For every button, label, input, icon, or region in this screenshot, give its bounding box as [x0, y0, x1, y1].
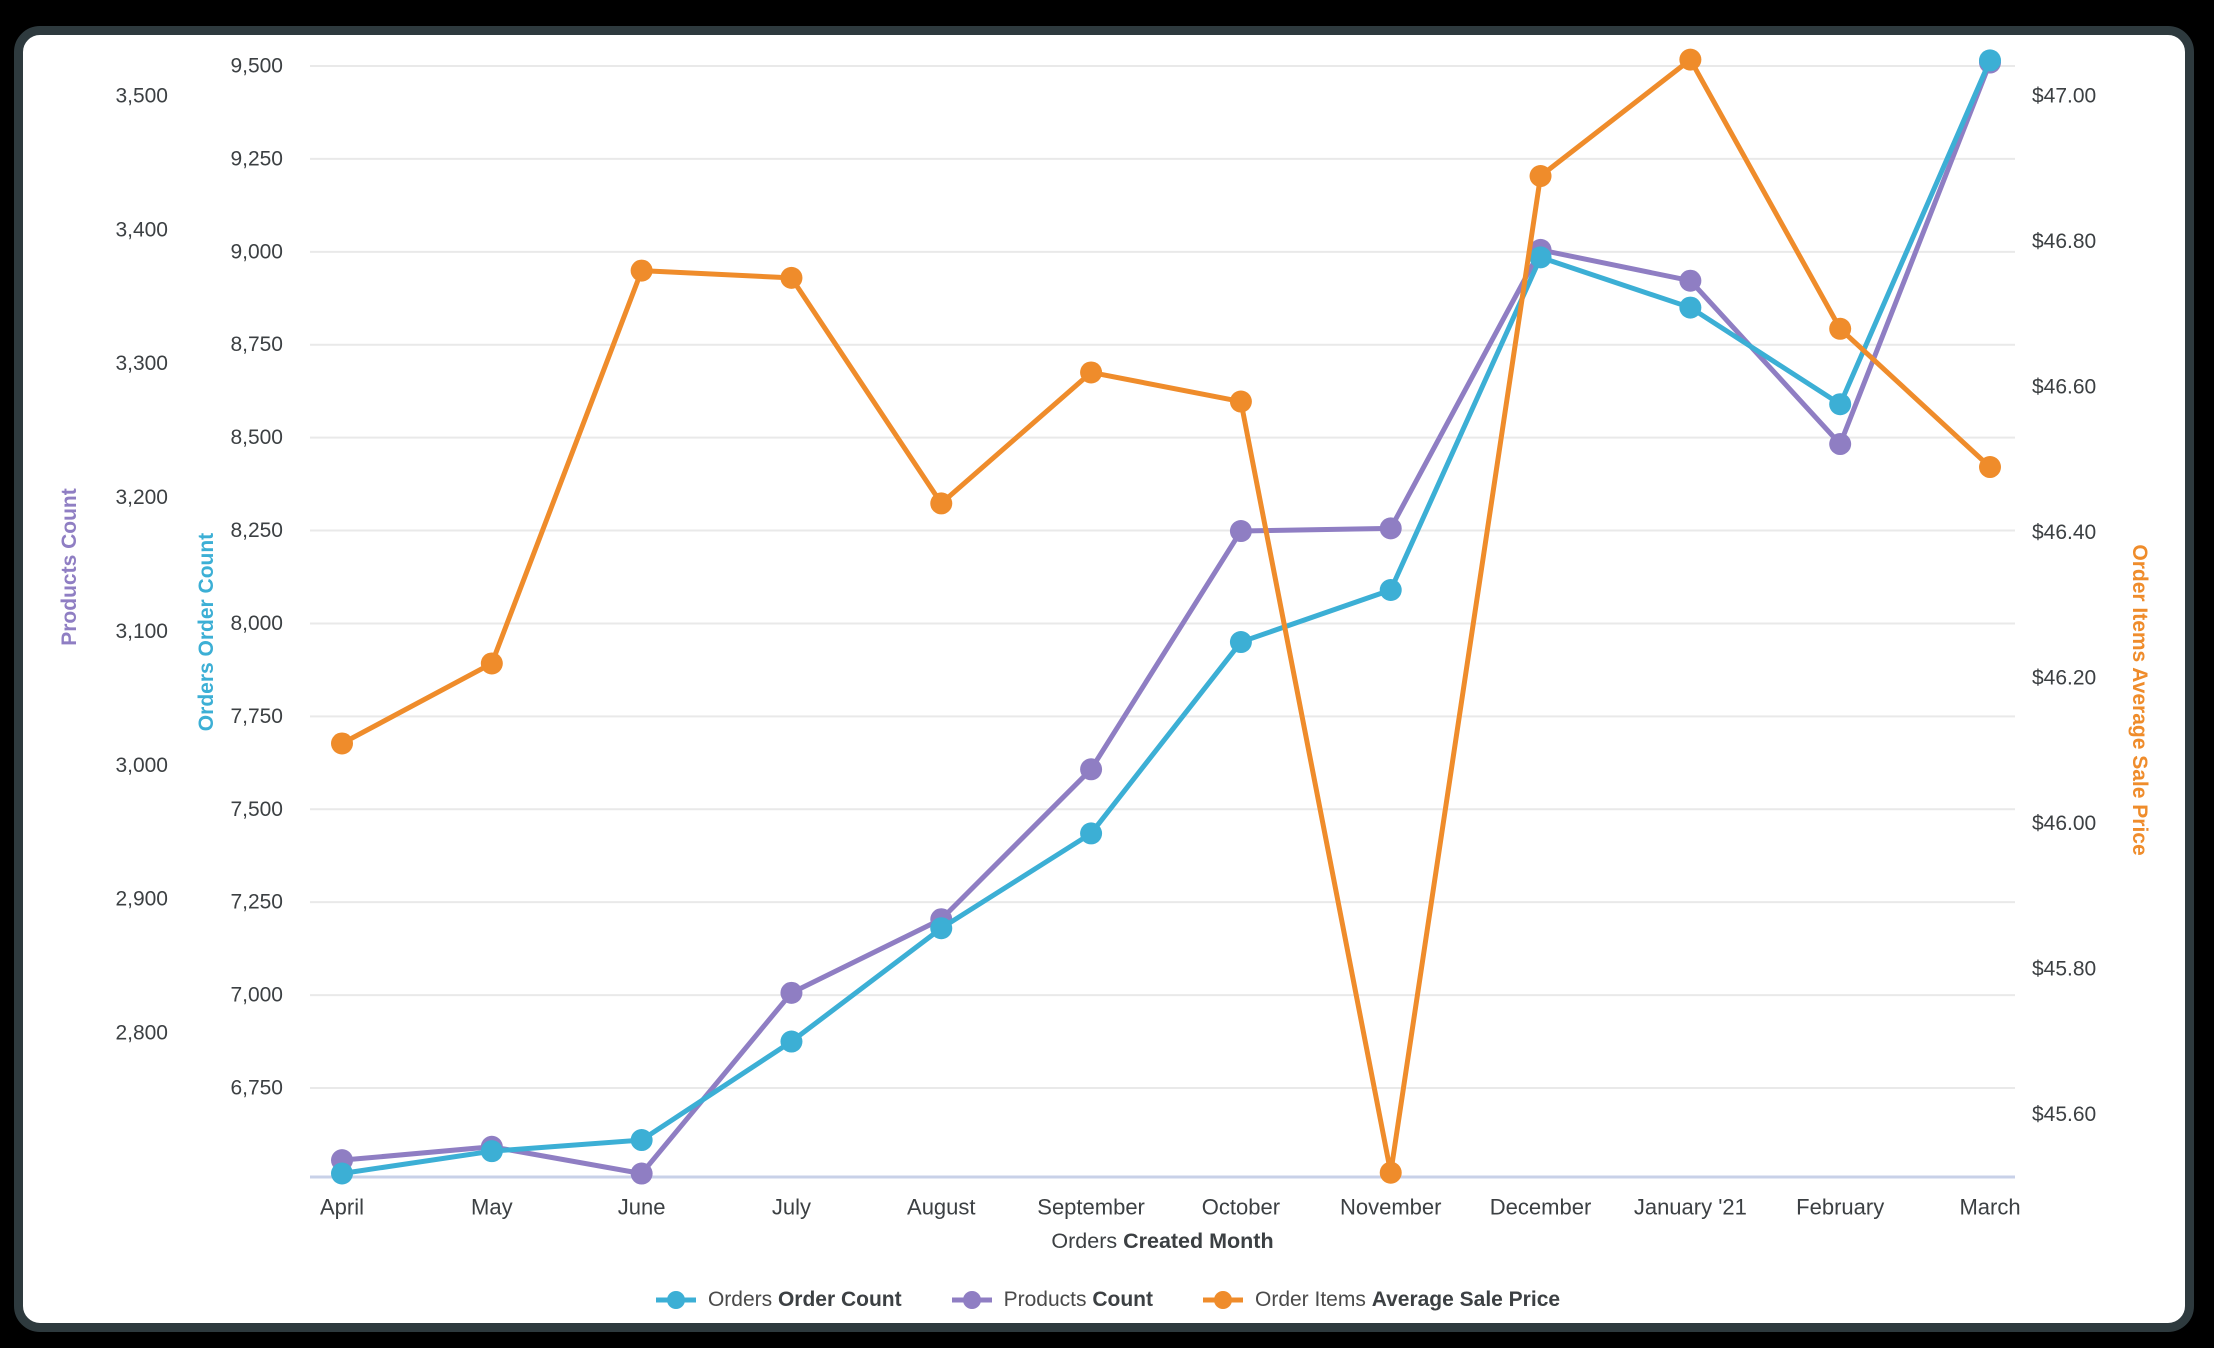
- products-tick-label: 3,100: [115, 620, 168, 643]
- data-point-orders-order-count[interactable]: [930, 917, 953, 940]
- data-point-order-items-average-sale-price[interactable]: [1829, 317, 1852, 340]
- data-point-orders-order-count[interactable]: [331, 1162, 353, 1185]
- x-tick-label: March: [1959, 1195, 2020, 1220]
- data-point-order-items-average-sale-price[interactable]: [780, 266, 803, 289]
- series-line-order-items-average-sale-price: [339, 57, 1993, 1176]
- data-point-order-items-average-sale-price[interactable]: [930, 492, 953, 515]
- legend-item-products-count[interactable]: Products Count: [950, 1288, 1153, 1312]
- data-point-order-items-average-sale-price[interactable]: [1080, 361, 1103, 384]
- data-point-orders-order-count[interactable]: [1829, 393, 1852, 416]
- data-point-order-items-average-sale-price[interactable]: [1229, 390, 1252, 413]
- x-tick-label: July: [772, 1195, 811, 1220]
- products-tick-label: 3,400: [115, 218, 168, 241]
- price-tick-label: $46.80: [2032, 230, 2096, 253]
- x-tick-label: November: [1340, 1195, 1441, 1220]
- x-tick-label: August: [907, 1195, 976, 1220]
- x-tick-label: October: [1202, 1195, 1280, 1220]
- chart-card: [14, 26, 2194, 1332]
- data-point-products-count[interactable]: [1379, 517, 1402, 540]
- data-point-orders-order-count[interactable]: [480, 1140, 503, 1163]
- x-axis-title: Orders Created Month: [310, 1229, 2015, 1254]
- orders-tick-label: 7,000: [230, 984, 283, 1007]
- price-tick-label: $45.80: [2032, 958, 2096, 981]
- x-tick-label: June: [618, 1195, 666, 1220]
- data-point-orders-order-count[interactable]: [780, 1030, 803, 1053]
- data-point-orders-order-count[interactable]: [1679, 296, 1702, 319]
- data-point-products-count[interactable]: [630, 1162, 653, 1185]
- data-point-order-items-average-sale-price[interactable]: [1679, 48, 1702, 71]
- products-tick-label: 3,300: [115, 352, 168, 375]
- orders-tick-label: 9,000: [230, 240, 283, 263]
- data-point-orders-order-count[interactable]: [1379, 579, 1402, 602]
- products-axis-title: Products Count: [58, 488, 81, 646]
- series-line-orders-order-count: [339, 57, 1993, 1176]
- products-tick-label: 2,900: [115, 888, 168, 911]
- x-axis-title-bold: Created Month: [1123, 1229, 1274, 1253]
- orders-tick-label: 7,500: [230, 798, 283, 821]
- price-tick-label: $46.60: [2032, 376, 2096, 399]
- price-tick-label: $46.00: [2032, 812, 2096, 835]
- data-point-orders-order-count[interactable]: [1080, 822, 1103, 845]
- legend-marker-line-point-icon: [1203, 1291, 1243, 1309]
- price-tick-label: $47.00: [2032, 85, 2096, 108]
- orders-tick-label: 6,750: [230, 1077, 283, 1100]
- data-point-products-count[interactable]: [1679, 269, 1702, 292]
- orders-axis-title: Orders Order Count: [195, 532, 218, 732]
- price-tick-label: $45.60: [2032, 1103, 2096, 1126]
- products-tick-label: 3,000: [115, 754, 168, 777]
- products-tick-label: 2,800: [115, 1022, 168, 1045]
- legend-item-order-items-average-sale-price[interactable]: Order Items Average Sale Price: [1201, 1288, 1560, 1312]
- data-point-orders-order-count[interactable]: [1529, 246, 1552, 269]
- x-tick-label: February: [1796, 1195, 1884, 1220]
- x-tick-label: September: [1037, 1195, 1145, 1220]
- legend-label: Orders Order Count: [707, 1288, 902, 1311]
- legend-marker-line-point-icon: [951, 1291, 992, 1309]
- orders-tick-label: 7,250: [230, 891, 283, 914]
- data-point-order-items-average-sale-price[interactable]: [480, 652, 503, 675]
- data-point-order-items-average-sale-price[interactable]: [331, 732, 353, 755]
- data-point-products-count[interactable]: [780, 981, 803, 1004]
- price-tick-label: $46.40: [2032, 521, 2096, 544]
- data-point-orders-order-count[interactable]: [630, 1129, 653, 1152]
- orders-tick-label: 7,750: [230, 705, 283, 728]
- orders-tick-label: 9,250: [230, 147, 283, 170]
- price-axis-title: Order Items Average Sale Price: [2128, 544, 2151, 856]
- legend-label: Products Count: [1003, 1288, 1153, 1311]
- data-point-order-items-average-sale-price[interactable]: [1379, 1161, 1402, 1184]
- data-point-products-count[interactable]: [1829, 433, 1852, 456]
- orders-tick-label: 8,750: [230, 333, 283, 356]
- price-tick-label: $46.20: [2032, 667, 2096, 690]
- orders-tick-label: 8,000: [230, 612, 283, 635]
- data-point-order-items-average-sale-price[interactable]: [1979, 456, 2001, 479]
- x-tick-label: January '21: [1634, 1195, 1747, 1220]
- products-tick-label: 3,500: [115, 85, 168, 108]
- orders-tick-label: 8,500: [230, 426, 283, 449]
- data-point-products-count[interactable]: [1080, 758, 1103, 781]
- data-point-order-items-average-sale-price[interactable]: [1529, 165, 1552, 188]
- orders-tick-label: 8,250: [230, 519, 283, 542]
- x-axis-title-prefix: Orders: [1051, 1229, 1124, 1253]
- x-tick-label: May: [471, 1195, 513, 1220]
- data-point-order-items-average-sale-price[interactable]: [630, 259, 653, 282]
- legend: Orders Order Count Products Count Order …: [0, 1288, 2214, 1312]
- x-tick-label: December: [1490, 1195, 1591, 1220]
- series-line-products-count: [339, 60, 1993, 1177]
- orders-tick-label: 9,500: [230, 55, 283, 78]
- data-point-orders-order-count[interactable]: [1979, 49, 2001, 72]
- data-point-products-count[interactable]: [1229, 520, 1252, 543]
- data-point-orders-order-count[interactable]: [1229, 631, 1252, 654]
- legend-label: Order Items Average Sale Price: [1255, 1288, 1561, 1311]
- products-tick-label: 3,200: [115, 486, 168, 509]
- legend-marker-line-point-icon: [655, 1291, 696, 1309]
- x-tick-label: April: [320, 1195, 364, 1220]
- legend-item-orders-order-count[interactable]: Orders Order Count: [654, 1288, 902, 1312]
